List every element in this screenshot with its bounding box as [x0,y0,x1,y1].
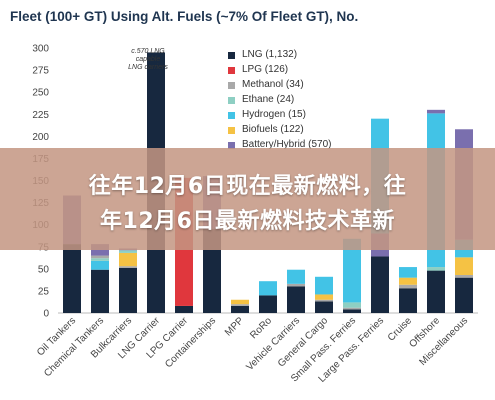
legend-swatch-hydrogen [228,112,235,119]
bar-segment-general-cargo-lng-1-132 [315,301,333,313]
lng-carrier-annotation: c.570 LNG capable LNG carriers [128,48,168,71]
y-tick-label: 225 [32,110,49,121]
bar-segment-general-cargo-hydrogen-15 [315,276,333,295]
bar-segment-cruise-methanol-34 [399,284,417,289]
bar-segment-chemical-tankers-ethane-24 [91,258,109,261]
bar-segment-miscellaneous-methanol-34 [455,275,473,278]
y-tick-label: 250 [32,88,49,99]
legend-swatch-ethane [228,97,235,104]
legend-swatch-methanol [228,82,235,89]
bar-segment-mpp-lng-1-132 [231,305,249,313]
legend-label-biofuels: Biofuels (122) [242,124,304,135]
bar-segment-chemical-tankers-methanol-34 [91,255,109,259]
legend-swatch-biofuels [228,127,235,134]
y-tick-label: 200 [32,132,49,143]
bar-segment-large-pass-ferries-lng-1-132 [371,256,389,313]
legend-swatch-lpg [228,67,235,74]
bar-segment-containerships-lng-1-132 [203,229,221,313]
x-tick-label-containerships: Containerships [163,315,218,370]
bar-segment-roro-hydrogen-15 [259,281,277,296]
y-tick-label: 300 [32,44,49,55]
chart-title: Fleet (100+ GT) Using Alt. Fuels (~7% Of… [10,9,359,24]
y-tick-label: 0 [43,309,49,320]
overlay-banner: 往年12月6日现在最新燃料，往 年12月6日最新燃料技术革新 [0,148,495,250]
bar-segment-small-pass-ferries-hydrogen-15 [343,238,361,303]
bar-segment-mpp-biofuels-122 [231,299,249,305]
bar-segment-small-pass-ferries-methanol-34 [343,307,361,310]
bar-segment-vehicle-carriers-lng-1-132 [287,286,305,313]
x-tick-label-mpp: MPP [223,315,246,338]
bar-segment-chemical-tankers-lng-1-132 [91,269,109,313]
bar-segment-cruise-biofuels-122 [399,277,417,285]
bar-segment-bulkcarriers-ethane-24 [119,250,137,253]
bar-segment-bulkcarriers-lng-1-132 [119,267,137,313]
bar-segment-oil-tankers-lng-1-132 [63,244,81,313]
bar-segment-small-pass-ferries-ethane-24 [343,302,361,308]
banner-headline-line2: 年12月6日最新燃料技术革新 [100,209,395,234]
bar-segment-bulkcarriers-biofuels-122 [119,252,137,267]
legend-label-ethane: Ethane (24) [242,94,295,105]
legend-label-battery-hybrid: Battery/Hybrid (570) [242,139,332,150]
bar-segment-general-cargo-biofuels-122 [315,294,333,300]
bar-segment-mpp-methanol-34 [231,304,249,306]
y-tick-label: 25 [38,286,50,297]
y-tick-label: 275 [32,66,49,77]
bar-segment-vehicle-carriers-methanol-34 [287,283,305,287]
bar-segment-cruise-hydrogen-15 [399,267,417,278]
bar-segment-offshore-battery-hybrid-570 [427,109,445,114]
bar-segment-miscellaneous-lng-1-132 [455,277,473,313]
bar-segment-vehicle-carriers-hydrogen-15 [287,269,305,284]
bar-segment-bulkcarriers-methanol-34 [119,266,137,268]
bar-segment-cruise-lng-1-132 [399,288,417,313]
legend-swatch-lng [228,52,235,59]
bar-segment-miscellaneous-biofuels-122 [455,257,473,276]
bar-segment-lpg-carrier-lng-1-132 [175,305,193,313]
legend-label-lng: LNG (1,132) [242,49,298,60]
y-tick-label: 50 [38,264,50,275]
banner-headline-line1: 往年12月6日现在最新燃料，往 [88,174,407,199]
bar-segment-general-cargo-methanol-34 [315,299,333,302]
bar-segment-roro-lng-1-132 [259,295,277,313]
legend-label-lpg: LPG (126) [242,64,289,75]
x-tick-label-roro: RoRo [248,315,274,341]
legend-label-methanol: Methanol (34) [242,79,304,90]
bar-segment-offshore-ethane-24 [427,267,445,271]
bar-segment-small-pass-ferries-lng-1-132 [343,309,361,313]
legend-label-hydrogen: Hydrogen (15) [242,109,306,120]
bar-segment-chemical-tankers-hydrogen-15 [91,260,109,270]
bar-segment-offshore-lng-1-132 [427,270,445,313]
legend-swatch-battery-hybrid [228,142,235,149]
